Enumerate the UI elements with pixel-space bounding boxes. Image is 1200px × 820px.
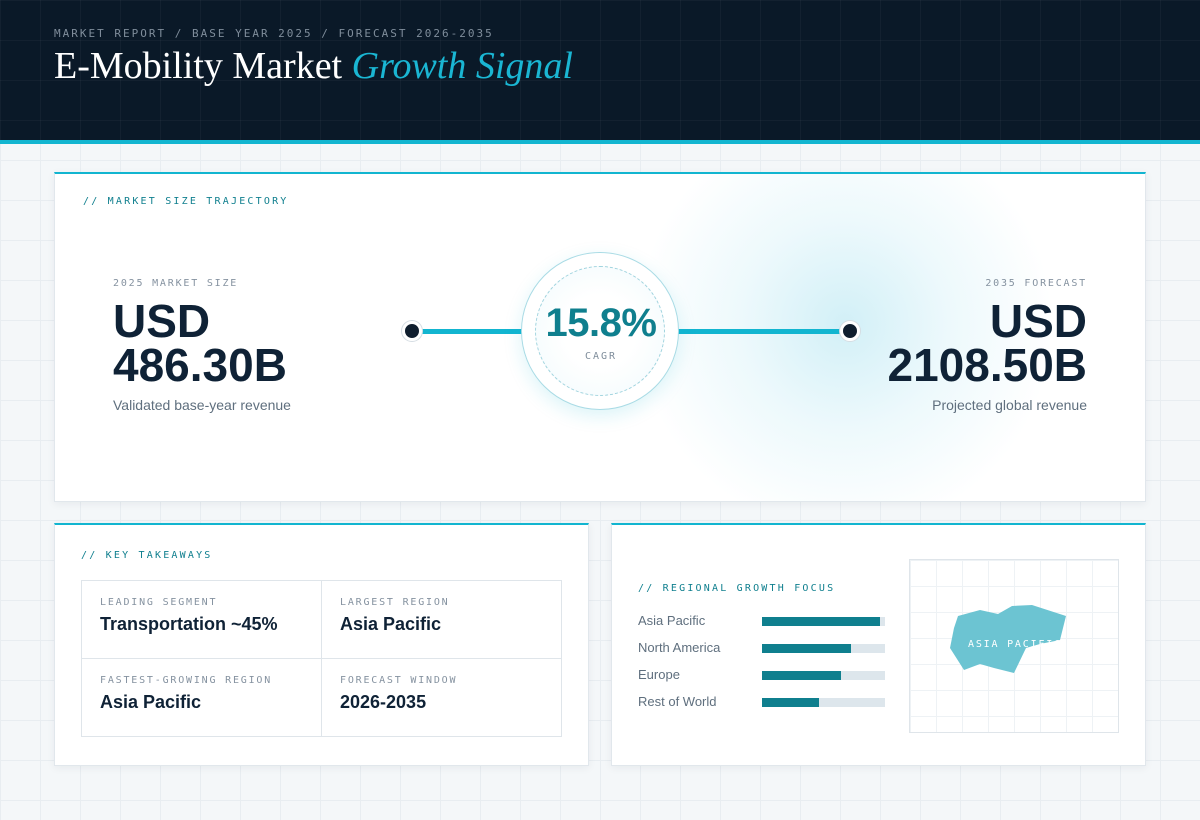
base-year-currency: USD: [113, 295, 211, 347]
region-bar-row: Europe: [638, 667, 888, 683]
forecast-currency: USD: [989, 295, 1087, 347]
cagr-inner-ring: 15.8% CAGR: [535, 266, 665, 396]
takeaway-largest-region: LARGEST REGION Asia Pacific: [322, 581, 562, 659]
region-name: Rest of World: [638, 694, 717, 709]
market-size-trajectory-card: // MARKET SIZE TRAJECTORY 2025 MARKET SI…: [54, 172, 1146, 502]
grid-divider-horizontal: [82, 658, 561, 659]
takeaway-value: Asia Pacific: [100, 692, 202, 712]
region-bar-track: [762, 671, 885, 680]
region-name: North America: [638, 640, 721, 655]
takeaway-value: Asia Pacific: [340, 614, 442, 634]
takeaway-label: FASTEST-GROWING REGION: [100, 675, 273, 686]
forecast-caption: Projected global revenue: [932, 397, 1087, 413]
base-year-label: 2025 MARKET SIZE: [113, 278, 239, 289]
takeaway-label: LARGEST REGION: [340, 597, 450, 608]
forecast-label: 2035 FORECAST: [985, 278, 1087, 289]
start-point-marker: [402, 321, 422, 341]
regional-section-label: // REGIONAL GROWTH FOCUS: [638, 583, 836, 594]
region-bar-row: North America: [638, 640, 888, 656]
base-year-value: 486.30B: [113, 339, 287, 391]
page-title: E-Mobility Market Growth Signal: [54, 44, 573, 88]
region-bar-row: Asia Pacific: [638, 613, 888, 629]
region-bar-track: [762, 644, 885, 653]
end-point-marker: [840, 321, 860, 341]
region-map: ASIA PACIFIC: [909, 559, 1119, 733]
cagr-value: 15.8%: [545, 301, 657, 345]
key-takeaways-card: // KEY TAKEAWAYS LEADING SEGMENT Transpo…: [54, 523, 589, 766]
asia-pacific-map-icon: [950, 605, 1066, 673]
title-accent: Growth Signal: [351, 45, 573, 87]
region-bar-track: [762, 698, 885, 707]
takeaway-leading-segment: LEADING SEGMENT Transportation ~45%: [82, 581, 322, 659]
map-region-label: ASIA PACIFIC: [968, 639, 1062, 650]
region-bar-row: Rest of World: [638, 694, 888, 710]
takeaway-value: Transportation ~45%: [100, 614, 278, 634]
takeaways-grid: LEADING SEGMENT Transportation ~45% LARG…: [81, 580, 562, 737]
takeaway-value: 2026-2035: [340, 692, 427, 712]
region-name: Europe: [638, 667, 680, 682]
cagr-label: CAGR: [584, 351, 618, 362]
region-bar-track: [762, 617, 885, 626]
regional-growth-card: // REGIONAL GROWTH FOCUS Asia Pacific No…: [611, 523, 1146, 766]
forecast-value: 2108.50B: [887, 339, 1088, 391]
report-header: MARKET REPORT / BASE YEAR 2025 / FORECAS…: [0, 0, 1200, 144]
takeaway-label: LEADING SEGMENT: [100, 597, 218, 608]
trajectory-section-label: // MARKET SIZE TRAJECTORY: [83, 196, 289, 207]
takeaway-label: FORECAST WINDOW: [340, 675, 458, 686]
cagr-badge: 15.8% CAGR: [521, 252, 679, 410]
region-bar-fill: [762, 617, 881, 626]
region-name: Asia Pacific: [638, 613, 706, 628]
takeaway-forecast-window: FORECAST WINDOW 2026-2035: [322, 659, 562, 737]
base-year-caption: Validated base-year revenue: [113, 397, 291, 413]
breadcrumb: MARKET REPORT / BASE YEAR 2025 / FORECAS…: [54, 27, 494, 40]
takeaways-section-label: // KEY TAKEAWAYS: [81, 550, 213, 561]
region-bar-fill: [762, 671, 841, 680]
takeaway-fastest-growing-region: FASTEST-GROWING REGION Asia Pacific: [82, 659, 322, 737]
region-bar-fill: [762, 698, 819, 707]
region-bar-fill: [762, 644, 851, 653]
title-main: E-Mobility Market: [54, 45, 343, 87]
